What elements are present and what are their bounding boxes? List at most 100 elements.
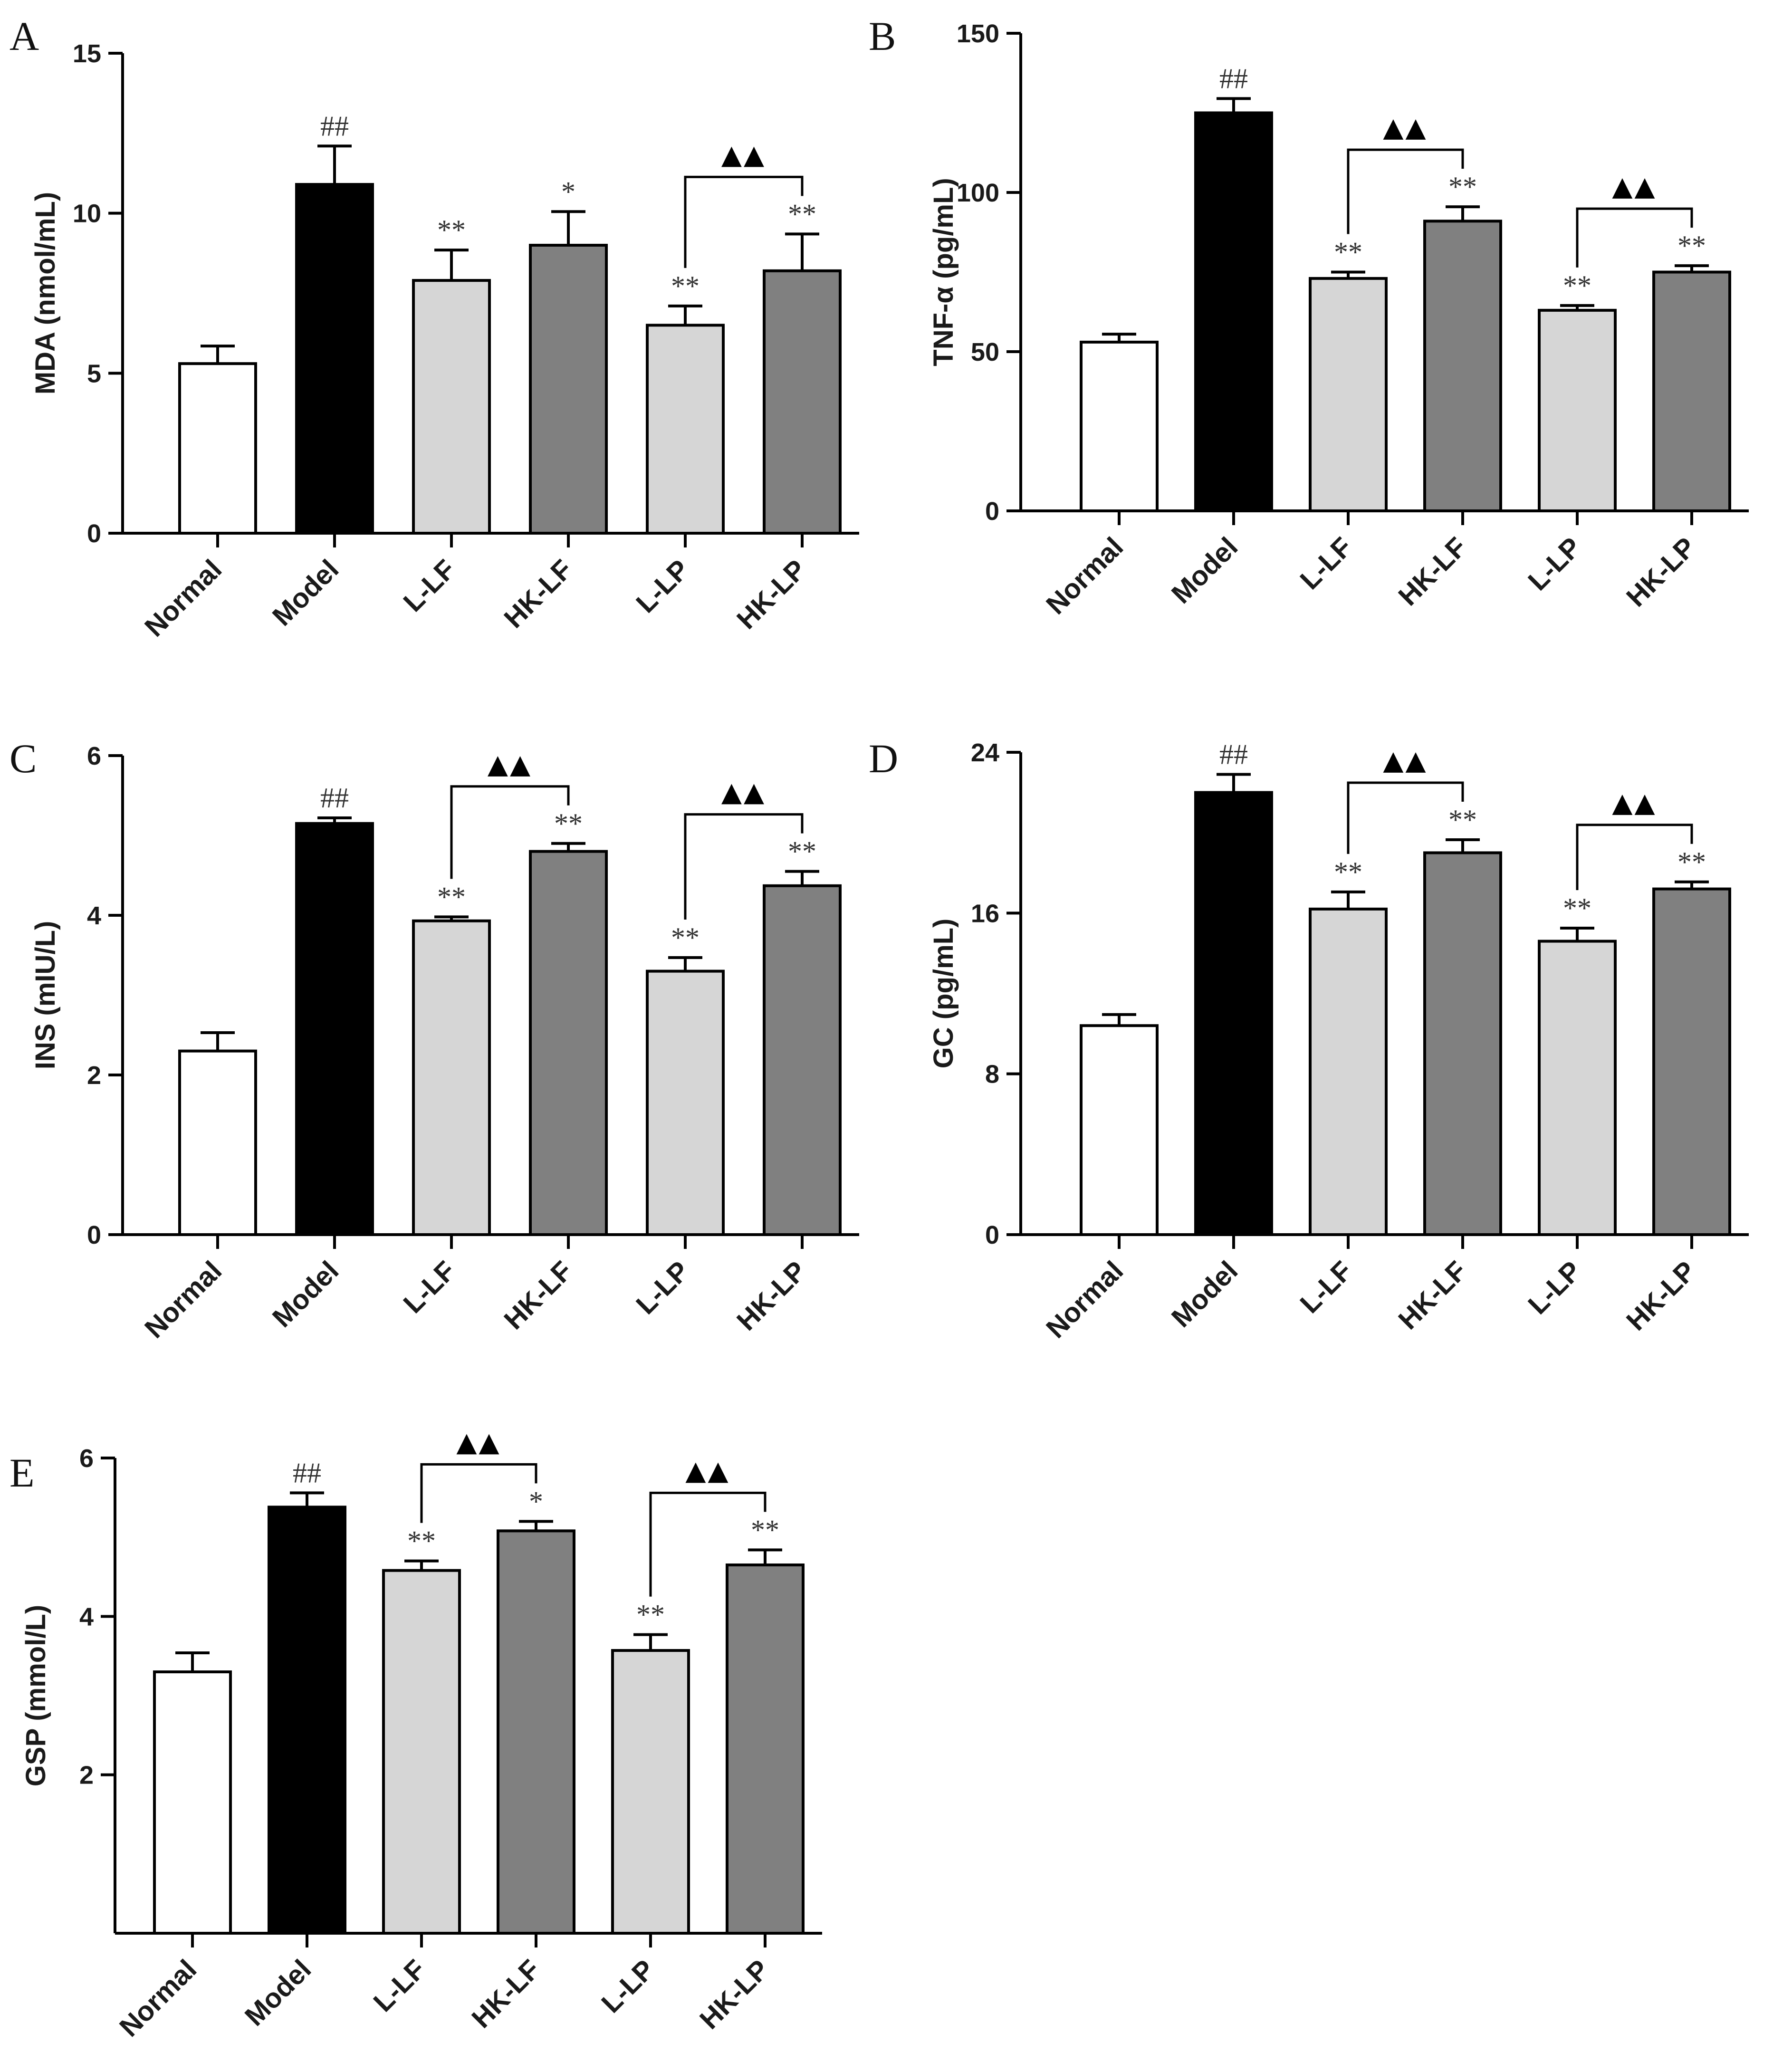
significance-label: ## xyxy=(320,110,349,142)
x-tick-label: L-LF xyxy=(1294,1255,1358,1319)
significance-label: ** xyxy=(437,214,466,246)
bar xyxy=(1423,220,1502,512)
significance-label: ** xyxy=(1677,846,1706,878)
bar xyxy=(1652,887,1731,1237)
y-tick-label: 10 xyxy=(73,200,101,228)
comparison-bracket xyxy=(1576,207,1693,268)
comparison-bracket xyxy=(684,175,804,268)
significance-label: ** xyxy=(1448,804,1477,835)
y-tick-label: 5 xyxy=(87,359,101,388)
x-tick-label: HK-LP xyxy=(1620,1255,1702,1336)
y-tick-label: 0 xyxy=(87,519,101,548)
y-tick-label: 6 xyxy=(79,1444,94,1473)
significance-label: ** xyxy=(1334,237,1362,268)
significance-label: ** xyxy=(751,1514,779,1545)
significance-label: * xyxy=(561,176,575,207)
x-tick-label: Normal xyxy=(139,1255,228,1344)
comparison-bracket xyxy=(649,1491,767,1597)
bar xyxy=(646,969,725,1236)
bar xyxy=(178,1049,257,1237)
bracket-label: ▲▲ xyxy=(1612,787,1657,818)
y-tick-label: 0 xyxy=(985,1221,999,1249)
x-tick-label: Normal xyxy=(114,1954,202,2043)
y-tick-label: 6 xyxy=(87,742,101,770)
bar xyxy=(763,269,842,535)
bar xyxy=(412,919,491,1236)
bracket-label: ▲▲ xyxy=(488,749,532,780)
significance-label: ## xyxy=(293,1457,321,1488)
significance-label: ** xyxy=(788,198,816,230)
y-tick-label: 100 xyxy=(957,179,999,207)
significance-label: ** xyxy=(1448,171,1477,202)
comparison-bracket xyxy=(1576,824,1693,891)
significance-label: ** xyxy=(1677,230,1706,261)
x-tick-label: Model xyxy=(1166,1255,1244,1333)
significance-label: ## xyxy=(1219,739,1248,770)
y-tick-label: 15 xyxy=(73,39,101,68)
bar xyxy=(1423,851,1502,1237)
bar xyxy=(1080,340,1159,513)
significance-label: ** xyxy=(1563,270,1591,301)
comparison-bracket xyxy=(420,1463,537,1523)
x-tick-label: L-LF xyxy=(397,1255,461,1319)
x-tick-label: Normal xyxy=(1040,1255,1129,1344)
x-tick-label: Normal xyxy=(139,554,228,643)
x-tick-label: Model xyxy=(239,1954,317,2032)
significance-label: * xyxy=(529,1486,543,1517)
bracket-label: ▲▲ xyxy=(685,1455,730,1486)
bar xyxy=(1309,907,1388,1236)
bar xyxy=(268,1506,346,1935)
comparison-bracket xyxy=(1347,781,1464,854)
y-tick-label: 2 xyxy=(87,1061,101,1090)
y-axis-title: GC (pg/mL) xyxy=(928,919,959,1069)
comparison-bracket xyxy=(450,785,570,879)
x-tick-label: L-LP xyxy=(630,554,695,619)
bar xyxy=(1538,940,1617,1236)
y-axis-title: MDA (nmol/mL) xyxy=(30,192,61,394)
y-tick-label: 150 xyxy=(957,19,999,48)
significance-label: ** xyxy=(671,922,700,953)
x-tick-label: Model xyxy=(1166,531,1244,609)
y-tick-label: 2 xyxy=(79,1761,94,1790)
bar xyxy=(178,362,257,535)
panel-letter: A xyxy=(10,13,39,59)
x-tick-label: HK-LF xyxy=(466,1954,546,2034)
x-tick-label: HK-LP xyxy=(731,554,812,635)
y-tick-label: 0 xyxy=(87,1221,101,1249)
bar xyxy=(412,279,491,535)
y-tick-label: 0 xyxy=(985,497,999,526)
significance-label: ** xyxy=(1563,892,1591,924)
x-tick-label: L-LF xyxy=(1294,531,1358,595)
bar xyxy=(382,1569,461,1935)
x-tick-label: Model xyxy=(267,1255,345,1333)
x-tick-label: L-LP xyxy=(1522,531,1587,596)
y-tick-label: 4 xyxy=(79,1602,94,1631)
x-tick-label: L-LP xyxy=(1522,1255,1587,1320)
bracket-label: ▲▲ xyxy=(1383,112,1428,143)
bracket-label: ▲▲ xyxy=(1612,171,1657,202)
bar xyxy=(529,244,608,535)
bar xyxy=(763,884,842,1236)
x-tick-label: HK-LP xyxy=(1620,531,1702,613)
bar xyxy=(1652,270,1731,512)
x-tick-label: L-LP xyxy=(630,1255,695,1320)
significance-label: ** xyxy=(671,270,700,302)
significance-label: ## xyxy=(1219,63,1248,94)
y-tick-label: 8 xyxy=(985,1060,999,1089)
bracket-label: ▲▲ xyxy=(721,139,766,170)
x-tick-label: HK-LF xyxy=(498,554,578,634)
significance-label: ** xyxy=(788,836,816,867)
bar xyxy=(295,183,374,535)
x-tick-label: Normal xyxy=(1040,531,1129,620)
bracket-label: ▲▲ xyxy=(456,1427,501,1458)
bar xyxy=(611,1649,690,1935)
y-tick-label: 24 xyxy=(971,739,999,767)
bar xyxy=(1194,791,1273,1237)
bracket-label: ▲▲ xyxy=(1383,745,1428,776)
bar xyxy=(529,850,608,1236)
panel-e: E 2 4 6 GSP (mmol/L) Normal Model ## L-LF ** HK-LF… xyxy=(10,1427,822,2043)
panel-c: C 0 2 4 6 INS (mIU/L) Normal Model ## L-LF ** HK-LF… xyxy=(10,736,859,1344)
bar xyxy=(497,1529,575,1935)
significance-label: ** xyxy=(636,1599,665,1631)
